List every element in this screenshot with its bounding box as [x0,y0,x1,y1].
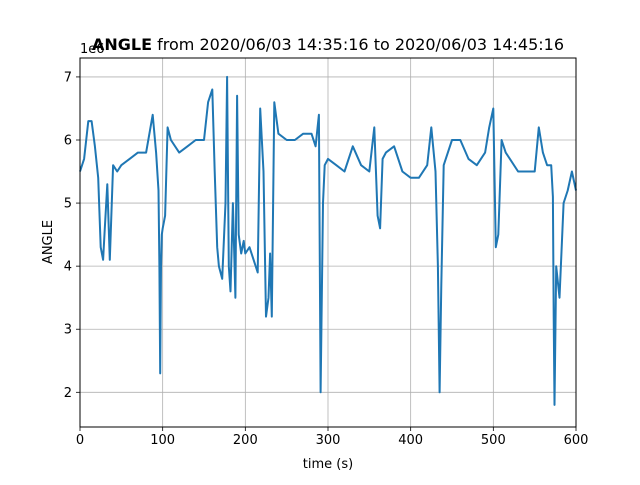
chart-title: ANGLE from 2020/06/03 14:35:16 to 2020/0… [92,35,564,54]
x-tick-label: 100 [150,433,175,448]
y-tick-label: 3 [64,323,72,338]
x-tick-label: 500 [481,433,506,448]
x-tick-label: 400 [398,433,423,448]
chart-title-rest: from 2020/06/03 14:35:16 to 2020/06/03 1… [152,35,564,54]
y-axis-ticks: 2 3 4 5 6 7 [64,70,80,401]
y-axis-label: ANGLE [41,220,56,264]
x-tick-label: 0 [76,433,84,448]
y-tick-label: 6 [64,134,72,149]
y-offset-label: 1e6 [80,42,105,57]
y-tick-label: 5 [64,197,72,212]
x-axis-ticks: 0 100 200 300 400 500 600 [76,427,589,448]
y-tick-label: 2 [64,386,72,401]
series-layer [79,75,577,406]
x-axis-label: time (s) [303,457,353,472]
x-tick-label: 200 [233,433,258,448]
y-tick-label: 4 [64,260,72,275]
x-tick-label: 600 [564,433,589,448]
chart-title-bold: ANGLE [92,35,152,54]
grid-lines [79,58,577,427]
y-tick-label: 7 [64,70,72,85]
x-tick-label: 300 [316,433,341,448]
series-line [79,75,577,406]
